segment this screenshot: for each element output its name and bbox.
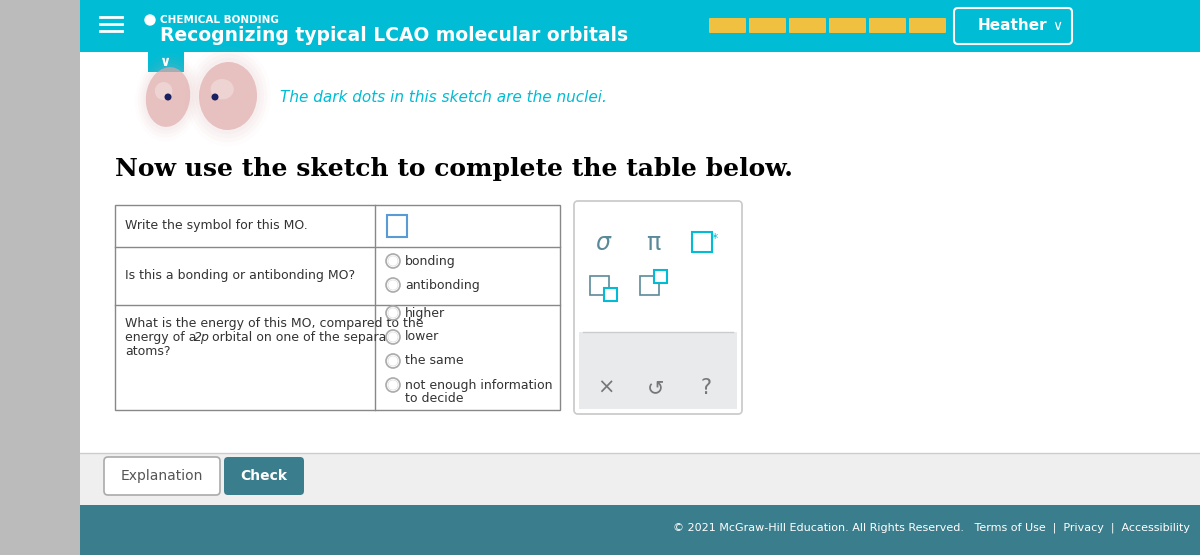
Text: energy of a: energy of a bbox=[125, 331, 200, 344]
Circle shape bbox=[211, 93, 218, 100]
FancyBboxPatch shape bbox=[580, 332, 737, 409]
FancyBboxPatch shape bbox=[104, 457, 220, 495]
Ellipse shape bbox=[146, 67, 190, 127]
Circle shape bbox=[164, 93, 172, 100]
Text: Write the symbol for this MO.: Write the symbol for this MO. bbox=[125, 219, 307, 233]
FancyBboxPatch shape bbox=[590, 276, 610, 295]
Circle shape bbox=[386, 330, 400, 344]
Text: ×: × bbox=[598, 378, 614, 398]
Ellipse shape bbox=[196, 58, 260, 134]
Text: Now use the sketch to complete the table below.: Now use the sketch to complete the table… bbox=[115, 157, 793, 181]
FancyBboxPatch shape bbox=[604, 288, 617, 301]
Text: σ: σ bbox=[595, 231, 611, 255]
Ellipse shape bbox=[155, 82, 173, 100]
Text: What is the energy of this MO, compared to the: What is the energy of this MO, compared … bbox=[125, 317, 424, 330]
Ellipse shape bbox=[199, 62, 257, 130]
FancyBboxPatch shape bbox=[790, 18, 826, 33]
Circle shape bbox=[386, 378, 400, 392]
FancyBboxPatch shape bbox=[910, 18, 946, 33]
Text: CHEMICAL BONDING: CHEMICAL BONDING bbox=[160, 15, 278, 25]
Text: 2p: 2p bbox=[194, 331, 210, 344]
FancyBboxPatch shape bbox=[749, 18, 786, 33]
FancyBboxPatch shape bbox=[148, 52, 184, 72]
Text: π: π bbox=[646, 231, 660, 255]
Circle shape bbox=[386, 354, 400, 368]
Circle shape bbox=[388, 356, 398, 366]
FancyBboxPatch shape bbox=[115, 205, 560, 410]
Text: higher: higher bbox=[406, 306, 445, 320]
FancyBboxPatch shape bbox=[0, 0, 80, 555]
FancyBboxPatch shape bbox=[869, 18, 906, 33]
Text: to decide: to decide bbox=[406, 392, 463, 406]
Circle shape bbox=[388, 256, 398, 266]
Ellipse shape bbox=[143, 64, 193, 130]
Text: antibonding: antibonding bbox=[406, 279, 480, 291]
Text: orbital on one of the separate: orbital on one of the separate bbox=[208, 331, 398, 344]
Text: ∨: ∨ bbox=[1052, 19, 1062, 33]
Text: © 2021 McGraw-Hill Education. All Rights Reserved.   Terms of Use  |  Privacy  |: © 2021 McGraw-Hill Education. All Rights… bbox=[673, 523, 1190, 533]
Ellipse shape bbox=[192, 54, 264, 138]
Ellipse shape bbox=[140, 60, 196, 134]
Circle shape bbox=[388, 308, 398, 318]
Text: Is this a bonding or antibonding MO?: Is this a bonding or antibonding MO? bbox=[125, 270, 355, 282]
Text: not enough information: not enough information bbox=[406, 379, 552, 391]
Circle shape bbox=[386, 306, 400, 320]
Text: Heather: Heather bbox=[978, 18, 1048, 33]
Ellipse shape bbox=[199, 62, 257, 130]
Text: the same: the same bbox=[406, 355, 463, 367]
Circle shape bbox=[386, 278, 400, 292]
Text: atoms?: atoms? bbox=[125, 345, 170, 358]
FancyBboxPatch shape bbox=[80, 52, 1200, 500]
Text: Check: Check bbox=[240, 469, 288, 483]
FancyBboxPatch shape bbox=[692, 232, 712, 252]
FancyBboxPatch shape bbox=[80, 0, 1200, 52]
FancyBboxPatch shape bbox=[640, 276, 659, 295]
Circle shape bbox=[388, 380, 398, 390]
FancyBboxPatch shape bbox=[829, 18, 866, 33]
Circle shape bbox=[388, 332, 398, 342]
FancyBboxPatch shape bbox=[386, 215, 407, 237]
FancyBboxPatch shape bbox=[574, 201, 742, 414]
Text: Explanation: Explanation bbox=[121, 469, 203, 483]
Circle shape bbox=[145, 15, 155, 25]
FancyBboxPatch shape bbox=[80, 453, 1200, 505]
FancyBboxPatch shape bbox=[80, 505, 1200, 555]
Circle shape bbox=[388, 280, 398, 290]
FancyBboxPatch shape bbox=[709, 18, 746, 33]
FancyBboxPatch shape bbox=[654, 270, 667, 283]
FancyBboxPatch shape bbox=[224, 457, 304, 495]
Text: ∨: ∨ bbox=[161, 55, 172, 69]
Text: ↺: ↺ bbox=[647, 378, 665, 398]
Text: bonding: bonding bbox=[406, 255, 456, 268]
Text: Recognizing typical LCAO molecular orbitals: Recognizing typical LCAO molecular orbit… bbox=[160, 26, 628, 45]
Text: *: * bbox=[712, 232, 719, 245]
Ellipse shape bbox=[146, 67, 190, 127]
Circle shape bbox=[386, 254, 400, 268]
Text: ?: ? bbox=[701, 378, 712, 398]
Ellipse shape bbox=[211, 79, 234, 99]
Text: The dark dots in this sketch are the nuclei.: The dark dots in this sketch are the nuc… bbox=[280, 89, 607, 104]
Text: lower: lower bbox=[406, 330, 439, 344]
